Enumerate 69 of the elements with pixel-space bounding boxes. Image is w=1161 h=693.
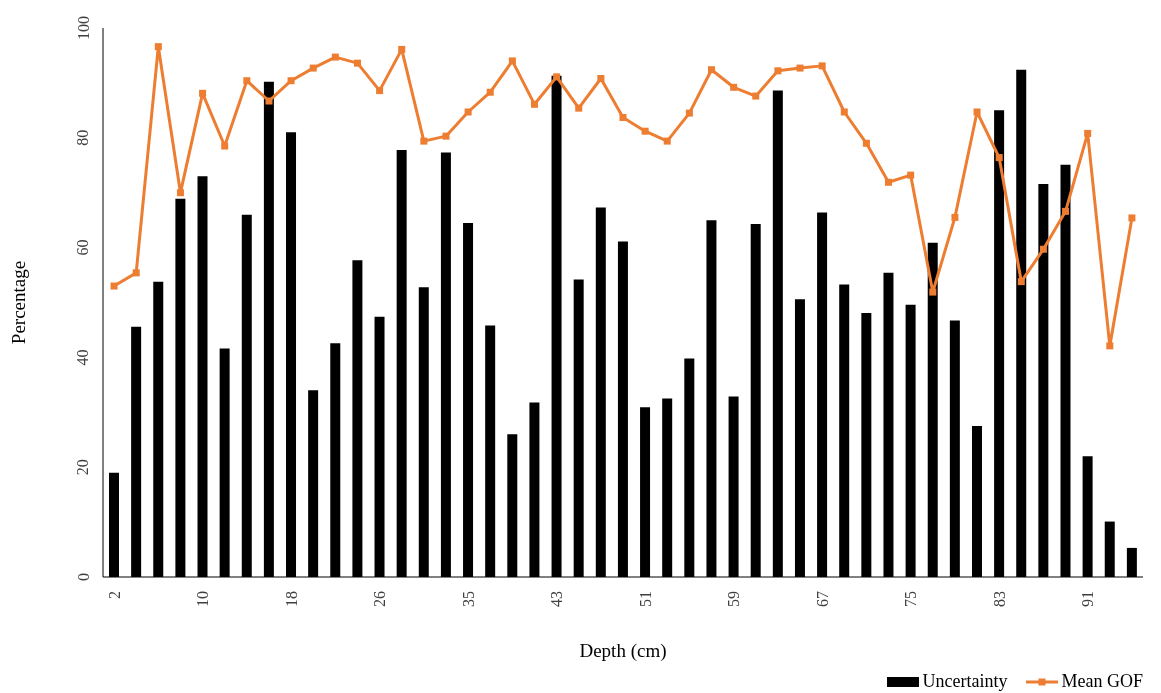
point bbox=[221, 142, 229, 150]
point bbox=[1084, 129, 1092, 137]
x-tick-label: 43 bbox=[548, 591, 566, 607]
x-tick-label: 91 bbox=[1079, 591, 1097, 607]
point bbox=[376, 87, 384, 95]
point bbox=[973, 108, 981, 116]
x-tick-label: 2 bbox=[105, 591, 123, 599]
x-tick-label: 10 bbox=[194, 591, 212, 607]
point bbox=[309, 64, 317, 72]
x-axis-title: Depth (cm) bbox=[579, 640, 667, 662]
legend-label: Uncertainty bbox=[922, 671, 1008, 692]
x-tick-label: 18 bbox=[282, 591, 300, 607]
point bbox=[199, 89, 207, 97]
point bbox=[530, 100, 538, 108]
y-tick-label: 60 bbox=[74, 239, 92, 256]
point bbox=[619, 113, 627, 121]
point bbox=[641, 127, 649, 135]
point bbox=[176, 189, 184, 197]
point bbox=[464, 108, 472, 116]
point bbox=[663, 137, 671, 145]
y-tick-label: 0 bbox=[74, 573, 92, 581]
point bbox=[287, 77, 295, 85]
point bbox=[331, 53, 339, 61]
y-tick-label: 80 bbox=[74, 129, 92, 146]
x-tick-label: 67 bbox=[813, 591, 831, 607]
x-tick-label: 26 bbox=[371, 591, 389, 607]
y-tick-label: 20 bbox=[74, 459, 92, 476]
point bbox=[862, 139, 870, 147]
point bbox=[840, 108, 848, 116]
point bbox=[708, 66, 716, 74]
point bbox=[508, 57, 516, 65]
y-tick-label: 100 bbox=[74, 16, 92, 40]
point bbox=[398, 45, 406, 53]
point bbox=[243, 77, 251, 85]
point bbox=[885, 178, 893, 186]
point bbox=[995, 154, 1003, 162]
point bbox=[951, 213, 959, 221]
point bbox=[442, 132, 450, 140]
point bbox=[1106, 342, 1114, 350]
point bbox=[774, 67, 782, 75]
point bbox=[265, 97, 273, 105]
point bbox=[553, 73, 561, 81]
point bbox=[1039, 245, 1047, 253]
y-tick-label: 40 bbox=[74, 349, 92, 366]
point bbox=[420, 137, 428, 145]
x-tick-label: 59 bbox=[725, 591, 743, 607]
point bbox=[597, 75, 605, 83]
point bbox=[907, 171, 915, 179]
point bbox=[353, 59, 361, 67]
point bbox=[110, 282, 118, 290]
point bbox=[730, 83, 738, 91]
point bbox=[486, 88, 494, 96]
y-axis-title: Percentage bbox=[7, 260, 29, 345]
point bbox=[796, 64, 804, 72]
point bbox=[929, 288, 937, 296]
point bbox=[1062, 207, 1070, 215]
x-tick-label: 83 bbox=[990, 591, 1008, 607]
point bbox=[132, 269, 140, 277]
x-tick-label: 51 bbox=[636, 591, 654, 607]
x-tick-label: 75 bbox=[902, 591, 920, 607]
point bbox=[818, 62, 826, 70]
point bbox=[752, 92, 760, 100]
point bbox=[154, 43, 162, 51]
legend-label: Mean GOF bbox=[1061, 671, 1143, 692]
x-tick-label: 35 bbox=[459, 591, 477, 607]
point bbox=[1128, 214, 1136, 222]
point bbox=[1017, 278, 1025, 286]
point bbox=[685, 109, 693, 117]
point bbox=[575, 104, 583, 112]
